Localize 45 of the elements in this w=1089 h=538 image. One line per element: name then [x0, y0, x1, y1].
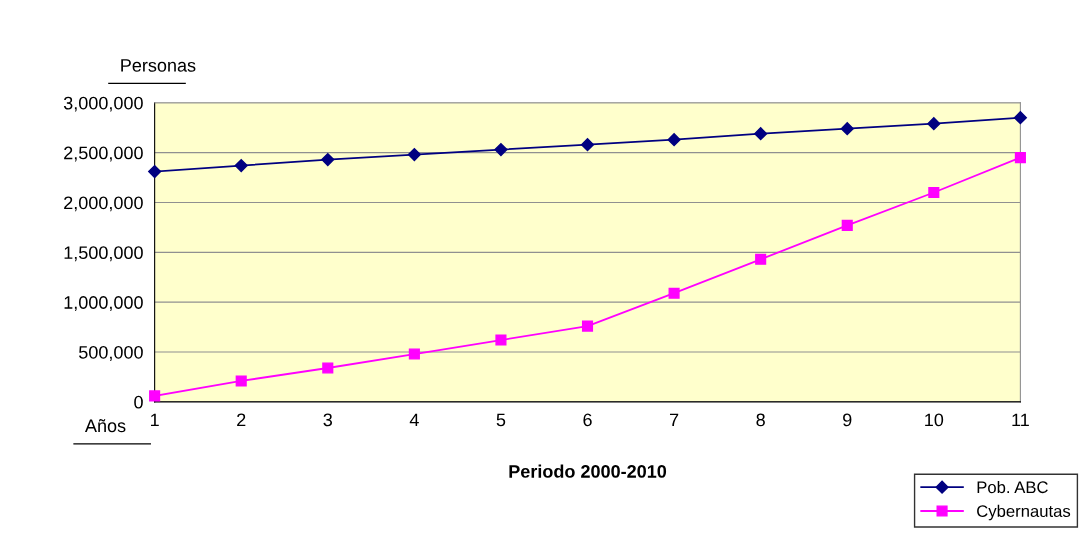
point: [148, 164, 162, 179]
legend-label: Pob. ABC: [977, 480, 1048, 494]
point: [668, 287, 680, 299]
point: [841, 219, 853, 231]
point: [927, 117, 941, 131]
x-tick-label: 1: [150, 413, 159, 427]
y-tick-label: 1,000,000: [64, 296, 143, 312]
point: [580, 138, 595, 152]
x-tick-label: 9: [843, 413, 852, 427]
point: [408, 348, 420, 360]
x-tick-label: 7: [670, 413, 679, 427]
y-tick-label: 0: [134, 395, 143, 409]
point: [1013, 111, 1027, 125]
x-tick-label: 3: [323, 413, 333, 427]
point: [667, 133, 681, 147]
point: [754, 127, 768, 141]
x-tick-label: 10: [925, 413, 944, 427]
x-tick-label: 8: [756, 413, 765, 427]
point: [322, 362, 334, 374]
x-tick-label: 5: [496, 413, 506, 427]
point: [494, 143, 508, 157]
point: [407, 148, 421, 162]
x-tick-label: 4: [409, 413, 419, 427]
point: [234, 158, 248, 173]
text: Personas: [121, 59, 196, 72]
point: [1014, 152, 1026, 164]
text: Años: [84, 419, 126, 433]
y-tick-label: 3,000,000: [63, 96, 143, 112]
x-tick-label: 11: [1012, 413, 1029, 427]
point: [495, 334, 507, 346]
point: [581, 320, 594, 332]
x-axis-title: Periodo 2000-2010: [509, 464, 667, 478]
y-tick-label: 500,000: [78, 345, 143, 361]
point: [149, 390, 161, 402]
x-tick-label: 6: [583, 413, 592, 427]
y-tick-label: 1,500,000: [64, 246, 143, 262]
point: [840, 122, 854, 136]
x-tick-label: 2: [237, 413, 246, 427]
legend-label: Cybernautas: [977, 504, 1071, 521]
point: [755, 253, 767, 265]
y-tick-label: 2,000,000: [64, 196, 143, 212]
y-tick-label: 2,500,000: [64, 146, 143, 162]
point: [321, 153, 335, 167]
point: [235, 375, 247, 387]
point: [928, 186, 940, 199]
